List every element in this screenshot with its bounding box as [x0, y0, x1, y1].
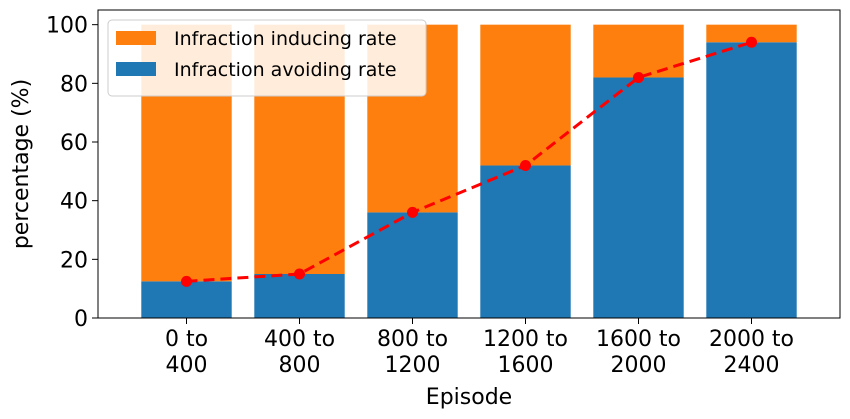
trend-point-2	[407, 206, 418, 218]
bar-inducing-5	[706, 24, 797, 43]
x-axis-label: Episode	[426, 385, 512, 410]
x-tick-label: 800 to 1200	[377, 327, 448, 378]
x-tick-label: 1200 to 1600	[483, 327, 568, 378]
y-tick-label: 60	[60, 131, 88, 156]
trend-point-3	[520, 159, 531, 171]
legend: Infraction inducing rate Infraction avoid…	[107, 19, 427, 97]
x-axis-ticks: 0 to 400 400 to 800 800 to 1200 1200 to 1600 160…	[165, 318, 794, 378]
bar-avoiding-4	[593, 77, 684, 318]
legend-swatch	[116, 62, 156, 76]
x-tick-label: 400 to 800	[264, 327, 335, 378]
trend-line-layer	[181, 36, 757, 287]
trend-point-1	[294, 268, 305, 280]
bar-inducing-3	[480, 24, 571, 166]
y-tick-label: 80	[60, 72, 88, 97]
trend-point-0	[181, 275, 192, 287]
y-tick-label: 100	[46, 14, 88, 39]
legend-label: Infraction avoiding rate	[174, 59, 397, 81]
bar-avoiding-3	[480, 165, 571, 318]
legend-box	[107, 19, 427, 97]
legend-label: Infraction inducing rate	[174, 28, 397, 50]
y-tick-label: 20	[60, 248, 88, 273]
legend-swatch	[116, 31, 156, 45]
y-axis-label: percentage (%)	[9, 79, 34, 249]
bar-inducing-4	[593, 24, 684, 78]
x-tick-label: 1600 to 2000	[596, 327, 681, 378]
x-tick-label: 2000 to 2400	[709, 327, 794, 378]
bar-avoiding-0	[141, 281, 232, 318]
bar-avoiding-1	[254, 274, 345, 318]
trend-point-5	[746, 36, 757, 48]
trend-line	[186, 40, 752, 283]
bar-avoiding-5	[706, 42, 797, 319]
y-tick-label: 40	[60, 190, 88, 215]
y-axis-ticks: 0 20 40 60 80 100	[46, 14, 98, 332]
bars-layer	[141, 24, 797, 319]
trend-point-4	[633, 71, 644, 83]
x-tick-label: 0 to 400	[165, 327, 208, 378]
y-tick-label: 0	[74, 307, 88, 332]
axes-frame	[97, 9, 841, 319]
